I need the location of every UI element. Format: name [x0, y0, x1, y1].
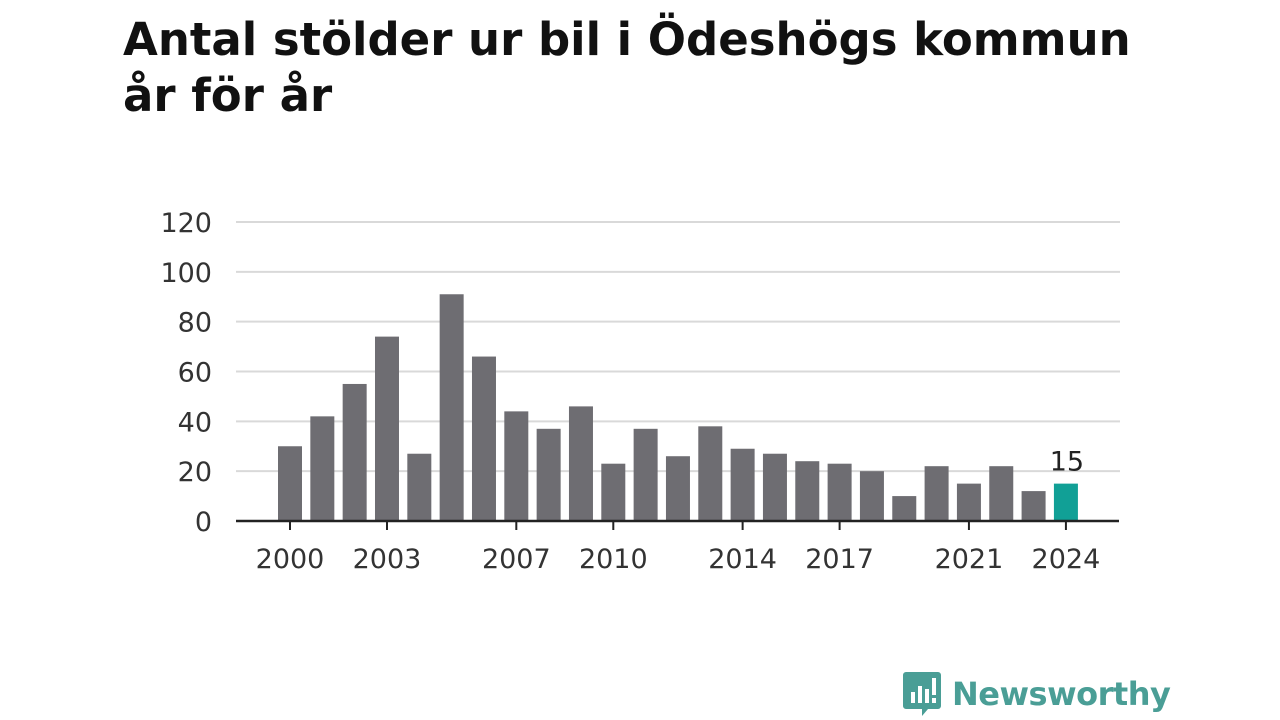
bar-2004	[407, 453, 432, 521]
bars	[278, 294, 1078, 521]
chart-title-line-2: år för år	[123, 69, 333, 122]
x-tick-label: 2007	[482, 544, 551, 575]
bar-2013	[698, 426, 723, 521]
x-axis-tick-labels: 2000 2003 2007 2010 2014 2017 2021 2024	[256, 544, 1101, 575]
y-tick-label: 20	[178, 457, 212, 488]
y-tick-label: 100	[160, 258, 212, 289]
y-axis-tick-labels: 0 20 40 60 80 100 120	[160, 208, 212, 538]
bar-2000	[278, 446, 302, 521]
x-tick-label: 2010	[579, 544, 648, 575]
y-tick-label: 120	[160, 208, 212, 239]
bar-2015	[762, 453, 787, 521]
y-tick-label: 40	[178, 407, 212, 438]
x-tick-label: 2003	[353, 544, 422, 575]
bar-2007	[504, 411, 529, 521]
bar-2001	[310, 416, 335, 521]
chart-title-line-1: Antal stölder ur bil i Ödeshögs kommun	[123, 13, 1131, 66]
x-tick-label: 2021	[935, 544, 1004, 575]
x-tick-label: 2014	[708, 544, 777, 575]
bar-2024	[1053, 483, 1078, 521]
x-tick-label: 2000	[256, 544, 325, 575]
bar-2011	[633, 428, 658, 521]
bar-2020	[924, 466, 949, 521]
bar-2002	[342, 383, 367, 521]
bar-2021	[956, 483, 981, 521]
bar-2019	[892, 496, 917, 521]
bar-2017	[827, 463, 852, 521]
bar-2018	[859, 471, 884, 521]
newsworthy-logo-icon	[903, 672, 941, 716]
newsworthy-brand: Newsworthy	[902, 670, 1171, 718]
x-axis	[236, 519, 1119, 530]
bar-2010	[601, 463, 626, 521]
gridlines	[236, 221, 1120, 473]
bar-2009	[568, 406, 593, 521]
x-tick-label: 2024	[1032, 544, 1101, 575]
chart-title: Antal stölder ur bil i Ödeshögs kommun å…	[123, 12, 1223, 124]
bar-2016	[795, 461, 820, 521]
bar-2003	[374, 336, 399, 521]
brand-name: Newsworthy	[952, 675, 1171, 713]
bar-2008	[536, 428, 561, 521]
y-tick-label: 80	[178, 308, 212, 339]
bar-2022	[989, 466, 1014, 521]
y-tick-label: 0	[195, 507, 212, 538]
bar-2006	[471, 356, 496, 521]
y-tick-label: 60	[178, 358, 212, 389]
x-tick-label: 2017	[805, 544, 874, 575]
bar-2014	[730, 448, 755, 521]
data-label-2024: 15	[1050, 447, 1084, 478]
data-labels: 15	[1050, 447, 1084, 478]
bar-2023	[1021, 491, 1046, 521]
bar-2005	[439, 294, 464, 521]
bar-2012	[665, 456, 690, 521]
